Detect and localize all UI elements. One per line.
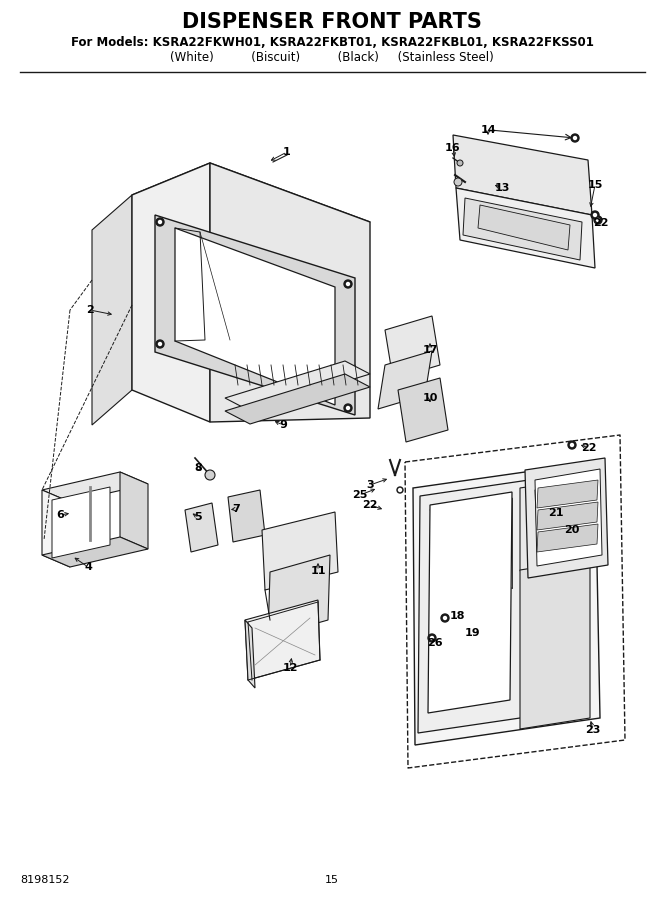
Text: 20: 20 bbox=[565, 525, 580, 535]
Text: 22: 22 bbox=[593, 218, 608, 228]
Polygon shape bbox=[120, 472, 148, 549]
Circle shape bbox=[397, 487, 403, 493]
Circle shape bbox=[205, 470, 215, 480]
Polygon shape bbox=[175, 228, 335, 405]
Text: 23: 23 bbox=[585, 725, 600, 735]
Polygon shape bbox=[478, 205, 570, 250]
Text: 17: 17 bbox=[422, 345, 438, 355]
Text: 22: 22 bbox=[362, 500, 378, 510]
Text: 3: 3 bbox=[366, 480, 374, 490]
Text: 19: 19 bbox=[465, 628, 481, 638]
Polygon shape bbox=[453, 135, 592, 215]
Text: For Models: KSRA22FKWH01, KSRA22FKBT01, KSRA22FKBL01, KSRA22FKSS01: For Models: KSRA22FKWH01, KSRA22FKBT01, … bbox=[70, 35, 593, 49]
Polygon shape bbox=[52, 487, 110, 558]
Circle shape bbox=[444, 616, 446, 619]
Text: 18: 18 bbox=[450, 611, 465, 621]
Polygon shape bbox=[262, 512, 338, 590]
Text: 22: 22 bbox=[581, 443, 597, 453]
Circle shape bbox=[571, 444, 573, 446]
Text: 12: 12 bbox=[282, 663, 298, 673]
Polygon shape bbox=[378, 351, 432, 409]
Circle shape bbox=[158, 343, 162, 346]
Polygon shape bbox=[245, 620, 255, 688]
Text: 6: 6 bbox=[56, 510, 64, 520]
Circle shape bbox=[457, 160, 463, 166]
Text: 5: 5 bbox=[194, 512, 201, 522]
Circle shape bbox=[430, 636, 434, 640]
Polygon shape bbox=[228, 490, 265, 542]
Circle shape bbox=[398, 489, 402, 491]
Text: 14: 14 bbox=[480, 125, 496, 135]
Text: 26: 26 bbox=[427, 638, 443, 648]
Polygon shape bbox=[520, 477, 590, 571]
Polygon shape bbox=[185, 503, 218, 552]
Polygon shape bbox=[428, 492, 512, 713]
Polygon shape bbox=[520, 559, 590, 729]
Text: 8198152: 8198152 bbox=[20, 875, 70, 885]
Text: 16: 16 bbox=[445, 143, 461, 153]
Polygon shape bbox=[225, 361, 370, 411]
Polygon shape bbox=[42, 490, 70, 567]
Circle shape bbox=[591, 211, 599, 219]
Polygon shape bbox=[537, 480, 598, 508]
Circle shape bbox=[346, 407, 350, 410]
Text: 1: 1 bbox=[283, 147, 291, 157]
Polygon shape bbox=[525, 458, 608, 578]
Text: 15: 15 bbox=[587, 180, 602, 190]
Polygon shape bbox=[92, 195, 132, 425]
Text: 9: 9 bbox=[279, 420, 287, 430]
Polygon shape bbox=[42, 472, 148, 502]
Polygon shape bbox=[456, 188, 595, 268]
Polygon shape bbox=[463, 198, 582, 260]
Circle shape bbox=[441, 614, 449, 622]
Circle shape bbox=[344, 404, 352, 412]
Text: 7: 7 bbox=[232, 504, 240, 514]
Circle shape bbox=[573, 137, 577, 139]
Polygon shape bbox=[42, 537, 148, 567]
Text: (White)          (Biscuit)          (Black)     (Stainless Steel): (White) (Biscuit) (Black) (Stainless Ste… bbox=[170, 50, 494, 64]
Circle shape bbox=[346, 283, 350, 285]
Polygon shape bbox=[210, 163, 370, 422]
Circle shape bbox=[597, 219, 600, 221]
Circle shape bbox=[158, 220, 162, 223]
Circle shape bbox=[571, 134, 579, 142]
Text: 13: 13 bbox=[494, 183, 509, 193]
Circle shape bbox=[156, 340, 164, 348]
Text: 25: 25 bbox=[352, 490, 368, 500]
Polygon shape bbox=[132, 163, 210, 422]
Polygon shape bbox=[537, 524, 598, 552]
Circle shape bbox=[593, 213, 597, 217]
Text: 15: 15 bbox=[325, 875, 339, 885]
Polygon shape bbox=[268, 555, 330, 637]
Text: 2: 2 bbox=[86, 305, 94, 315]
Circle shape bbox=[156, 218, 164, 226]
Polygon shape bbox=[398, 378, 448, 442]
Text: 4: 4 bbox=[84, 562, 92, 572]
Circle shape bbox=[344, 280, 352, 288]
Polygon shape bbox=[535, 469, 602, 566]
Text: 10: 10 bbox=[422, 393, 438, 403]
Circle shape bbox=[454, 178, 462, 186]
Polygon shape bbox=[225, 374, 370, 424]
Circle shape bbox=[428, 634, 436, 642]
Polygon shape bbox=[537, 502, 598, 530]
Polygon shape bbox=[418, 471, 590, 733]
Text: 8: 8 bbox=[194, 463, 202, 473]
Polygon shape bbox=[535, 485, 558, 565]
Circle shape bbox=[568, 441, 576, 449]
Polygon shape bbox=[155, 215, 355, 415]
Text: 11: 11 bbox=[311, 566, 326, 576]
Polygon shape bbox=[385, 316, 440, 379]
Text: DISPENSER FRONT PARTS: DISPENSER FRONT PARTS bbox=[182, 12, 482, 32]
Polygon shape bbox=[413, 462, 600, 745]
Polygon shape bbox=[245, 600, 320, 680]
Polygon shape bbox=[132, 163, 370, 254]
Text: 21: 21 bbox=[548, 508, 564, 518]
Circle shape bbox=[594, 216, 602, 224]
